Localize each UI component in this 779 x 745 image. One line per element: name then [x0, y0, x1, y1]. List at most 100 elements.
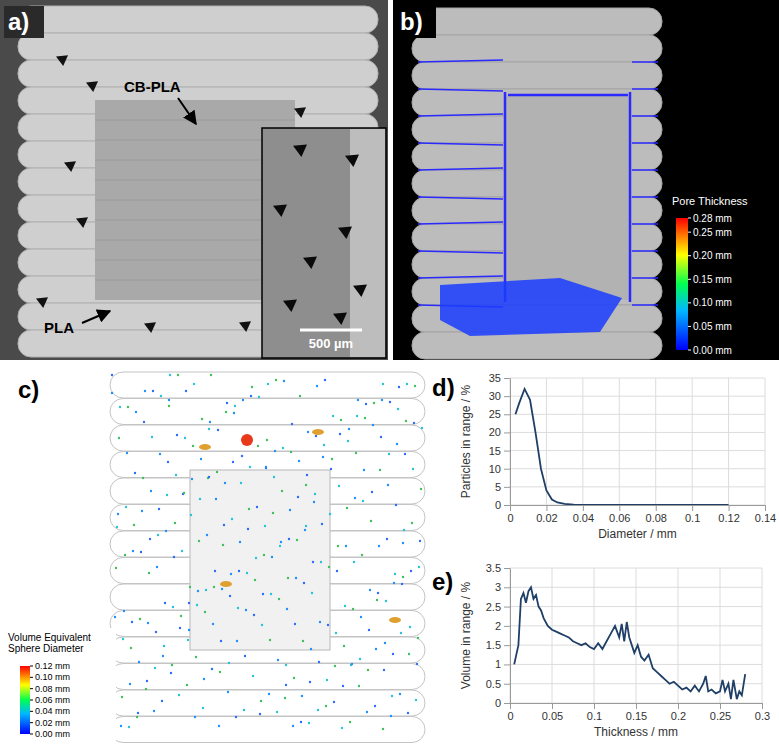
pore-dot: [218, 725, 220, 727]
pore-line: [418, 197, 503, 199]
pore-dot: [381, 399, 383, 401]
pore-line: [504, 92, 507, 302]
colorbar-tick-label: 0.06 mm: [35, 695, 70, 705]
tick-mark: [765, 505, 766, 511]
pore-dot: [129, 683, 131, 685]
colorbar-tick: [30, 688, 33, 689]
pore-line: [629, 92, 632, 302]
pore-dot: [214, 570, 216, 572]
pore-dot: [276, 711, 278, 713]
tick-label: 0.2: [671, 710, 686, 722]
pore-dot: [173, 556, 175, 558]
pore-dot: [122, 638, 124, 640]
colorbar-title: Pore Thickness: [672, 195, 748, 207]
x-axis: 00.020.040.060.080.10.120.14: [507, 505, 776, 524]
x-tick: 0.1: [685, 505, 700, 524]
title-line: Volume Equivalent: [8, 632, 91, 643]
pore-dot: [114, 616, 116, 618]
pore-dot: [121, 696, 123, 698]
grid-line: [510, 396, 765, 397]
figure: 500 µmCB-PLAPLAa)Pore Thickness0.28 mm0.…: [0, 0, 779, 745]
pore-dot: [185, 390, 187, 392]
tick-label: 0.1: [685, 512, 700, 524]
y-tick: 10: [489, 463, 510, 475]
pore-large: [312, 429, 324, 435]
grid-line: [510, 414, 765, 415]
panel-b: Pore Thickness0.28 mm0.25 mm0.20 mm0.15 …: [393, 0, 779, 360]
pore-dot: [282, 447, 284, 449]
pore-dot: [207, 477, 209, 479]
pore-dot: [319, 621, 321, 623]
pore-dot: [320, 561, 322, 563]
plot-area: [514, 587, 745, 699]
pore-dot: [157, 534, 159, 536]
pore-dot: [290, 451, 292, 453]
pore-dot: [274, 450, 276, 452]
pore-dot: [389, 401, 391, 403]
pore-dot: [285, 664, 287, 666]
pore-dot: [164, 602, 166, 604]
data-line: [515, 389, 728, 505]
pore-dot: [187, 639, 189, 641]
pore-dot: [202, 707, 204, 709]
pore-dot: [138, 661, 140, 663]
pore-dot: [374, 705, 376, 707]
pore-dot: [356, 415, 358, 417]
grid-line: [636, 568, 637, 703]
y-tick: 20: [489, 426, 510, 438]
pore-dot: [330, 468, 332, 470]
tick-label: 1: [495, 658, 501, 670]
pore-dot: [418, 566, 420, 568]
pore-dot: [174, 522, 176, 524]
pore-line: [632, 169, 658, 171]
pore-dot: [386, 538, 388, 540]
pore-dot: [169, 374, 171, 376]
layer: [110, 690, 425, 716]
grid-line: [619, 378, 620, 505]
layer: [110, 399, 425, 425]
pore-dot: [329, 513, 331, 515]
pore-dot: [172, 606, 174, 608]
legend-patch: [4, 628, 116, 743]
pore-line: [632, 250, 658, 252]
pore-dot: [126, 452, 128, 454]
pore-dot: [236, 640, 238, 642]
tick-label: 0.06: [609, 512, 630, 524]
tick-mark: [504, 568, 510, 569]
inner-region: [190, 470, 330, 650]
layer: [18, 60, 378, 87]
colorbar-tick: [30, 711, 33, 712]
pore-dot: [296, 539, 298, 541]
pore-dot: [223, 524, 225, 526]
pore-dot: [208, 476, 210, 478]
pore-dot: [308, 722, 310, 724]
pore-dot: [165, 530, 167, 532]
panel-label: e): [432, 568, 453, 595]
pore-dot: [209, 421, 211, 423]
pore-dot: [242, 399, 244, 401]
pore-dot: [369, 589, 371, 591]
layer: [110, 425, 425, 451]
tick-label: 0.3: [755, 710, 770, 722]
tick-mark: [504, 378, 510, 379]
pore-dot: [123, 610, 125, 612]
pore-dot: [359, 658, 361, 660]
pore-large: [241, 434, 253, 446]
pore-dot: [279, 545, 281, 547]
title-line: Sphere Diameter: [8, 643, 84, 654]
pore-large: [220, 581, 232, 587]
pore-dot: [183, 492, 185, 494]
pore-dot: [325, 705, 327, 707]
pore-dot: [166, 494, 168, 496]
colorbar: [676, 218, 688, 350]
pore-dot: [258, 396, 260, 398]
pore-dot: [415, 699, 417, 701]
pore-dot: [302, 640, 304, 642]
tick-label: 3: [495, 581, 501, 593]
image-background: [0, 0, 388, 360]
grid-line: [594, 568, 595, 703]
tick-mark: [729, 505, 730, 511]
pore-dot: [226, 402, 228, 404]
pore-dot: [262, 593, 264, 595]
annotation: CB-PLA: [124, 78, 181, 95]
